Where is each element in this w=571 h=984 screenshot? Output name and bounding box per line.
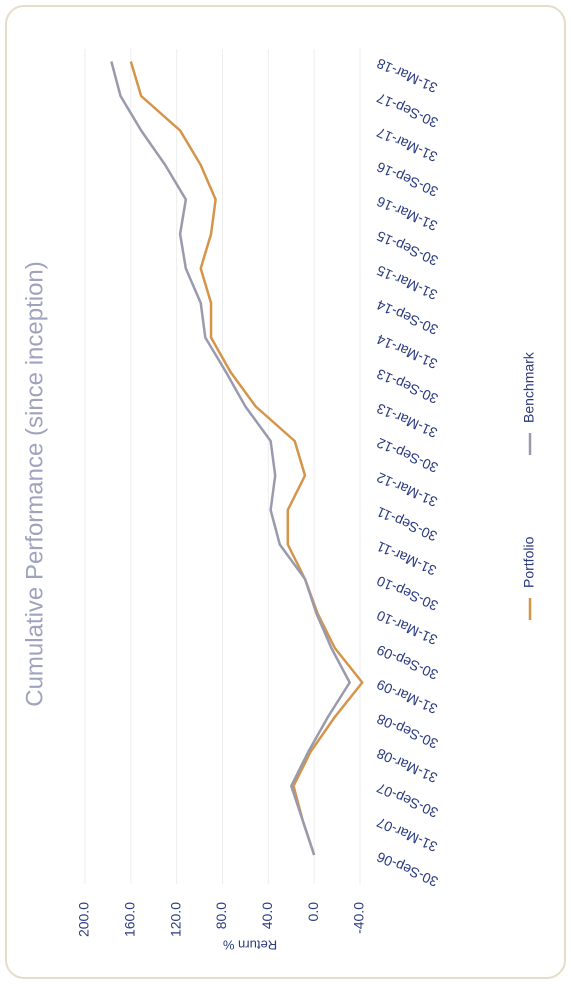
y-tick-label: 80.0	[213, 902, 229, 929]
y-tick-label: 120.0	[167, 902, 183, 937]
frame	[5, 5, 566, 979]
series-line	[110, 61, 351, 856]
legend-label: Benchmark	[521, 351, 537, 423]
series-line	[129, 61, 364, 856]
y-tick-label: 40.0	[259, 902, 275, 929]
chart-title: Cumulative Performance (since inception)	[21, 261, 48, 707]
y-tick-label: 200.0	[76, 902, 92, 937]
y-axis-title: Return %	[222, 938, 277, 953]
y-tick-label: 0.0	[305, 902, 321, 922]
y-tick-label: 160.0	[122, 902, 138, 937]
legend-label: Portfolio	[521, 536, 537, 588]
y-tick-label: -40.0	[351, 902, 367, 934]
